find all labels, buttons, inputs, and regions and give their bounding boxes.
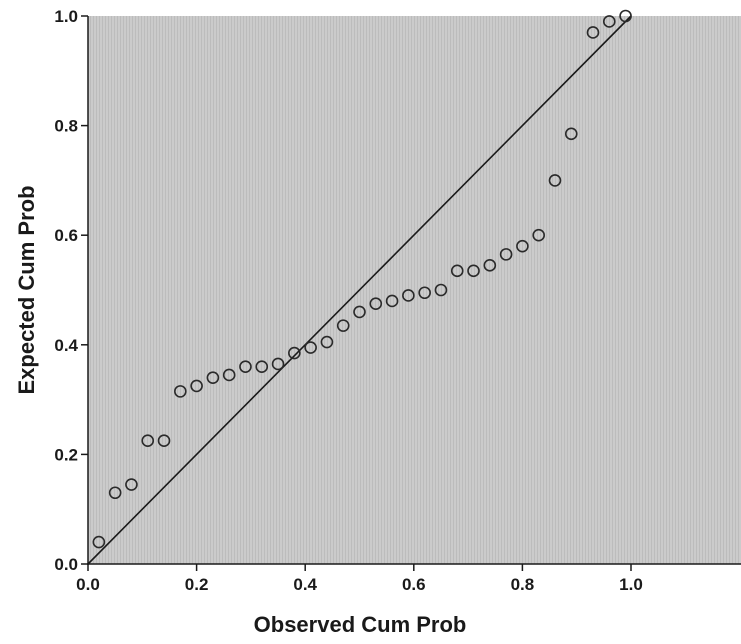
x-axis-title: Observed Cum Prob [254, 612, 467, 637]
data-point [532, 228, 545, 242]
data-point [402, 289, 415, 302]
data-point [125, 478, 138, 491]
data-point [353, 305, 366, 319]
data-point [418, 286, 431, 300]
reference-line [87, 15, 632, 565]
data-point [288, 346, 301, 360]
data-point [271, 357, 285, 371]
data-point [174, 385, 187, 398]
y-tick-label: 0.2 [54, 445, 78, 464]
x-tick-label: 0.2 [185, 575, 209, 594]
data-point [190, 379, 203, 393]
data-point [336, 319, 350, 332]
plot-area [88, 16, 741, 564]
data-point [548, 174, 562, 187]
data-point [602, 15, 616, 28]
x-tick-label: 0.8 [511, 575, 535, 594]
data-point [586, 26, 600, 39]
data-point [369, 297, 383, 311]
data-point [157, 434, 171, 448]
data-point [619, 9, 632, 23]
data-point [450, 264, 464, 278]
y-tick-label: 1.0 [54, 7, 78, 26]
data-point [467, 264, 480, 278]
data-point [255, 360, 269, 374]
data-point [141, 434, 155, 448]
x-tick-label: 0.0 [76, 575, 100, 594]
data-point [320, 335, 334, 349]
x-tick-label: 0.4 [293, 575, 317, 594]
data-point [92, 535, 106, 549]
y-tick-label: 0.0 [54, 555, 78, 574]
data-point [108, 486, 122, 500]
data-point [304, 341, 317, 354]
data-point [434, 283, 448, 297]
y-tick-label: 0.4 [54, 336, 78, 355]
x-tick-label: 1.0 [619, 575, 643, 594]
data-point [564, 127, 578, 141]
data-point [516, 239, 529, 253]
data-point [499, 248, 513, 261]
data-point [483, 259, 497, 272]
data-point [206, 371, 220, 384]
y-axis-title: Expected Cum Prob [14, 185, 39, 394]
data-point [385, 294, 399, 308]
data-point [239, 360, 252, 374]
data-point [222, 368, 236, 382]
y-tick-label: 0.6 [54, 226, 78, 245]
x-tick-label: 0.6 [402, 575, 426, 594]
y-tick-label: 0.8 [54, 117, 78, 136]
